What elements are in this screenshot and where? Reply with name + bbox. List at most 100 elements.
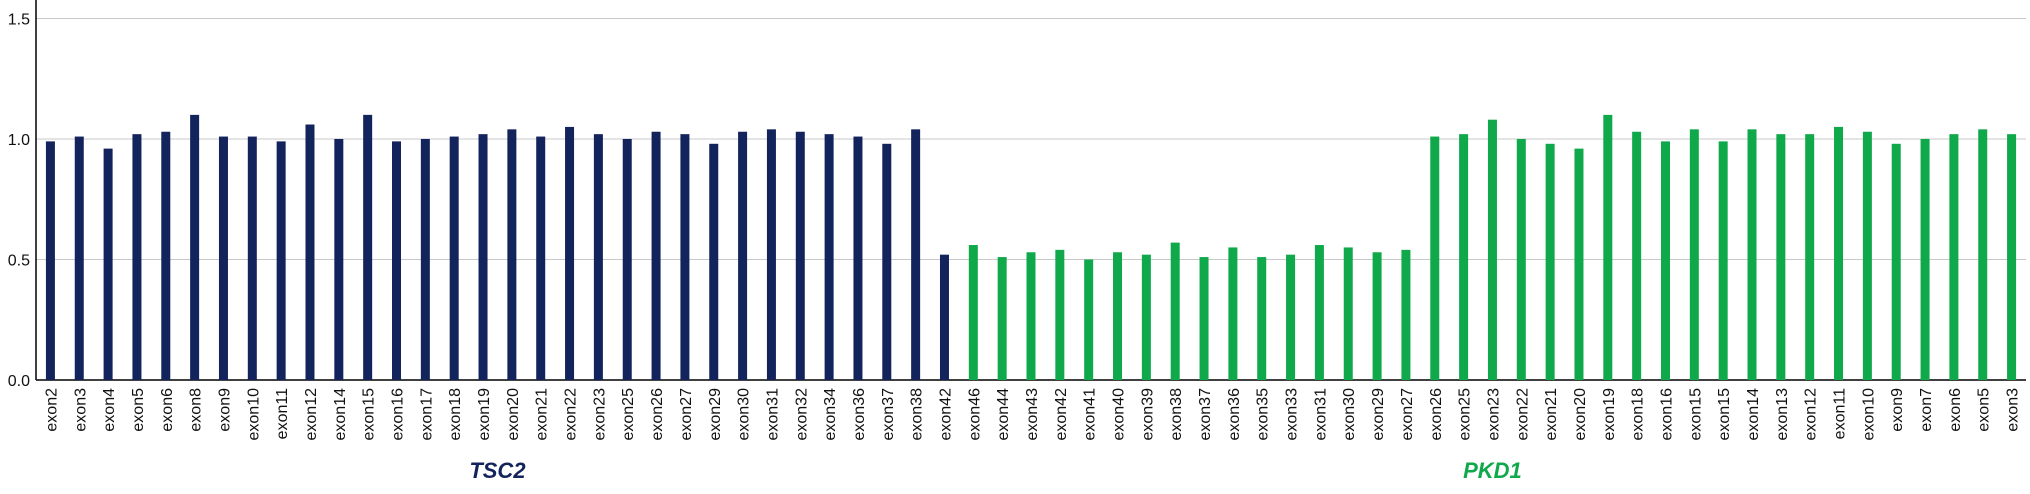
x-tick-label: exon5 — [1976, 388, 1993, 432]
x-tick-label: exon18 — [447, 388, 464, 441]
x-tick-label: exon23 — [591, 388, 608, 441]
x-tick-label: exon25 — [1457, 388, 1474, 441]
bar — [709, 143, 719, 380]
bar — [74, 136, 84, 380]
bar — [1026, 252, 1036, 380]
bar — [1113, 252, 1123, 380]
bar — [363, 114, 373, 380]
bar — [1949, 134, 1959, 380]
bar — [1372, 252, 1382, 380]
bar — [1487, 119, 1497, 380]
x-tick-label: exon2 — [43, 388, 60, 432]
bar — [1834, 126, 1844, 380]
bar — [1343, 247, 1353, 380]
bar — [1545, 143, 1555, 380]
x-tick-label: exon27 — [678, 388, 695, 441]
x-tick-label: exon13 — [1774, 388, 1791, 441]
bar — [1660, 141, 1670, 380]
x-tick-label: exon31 — [764, 388, 781, 441]
x-tick-label: exon10 — [245, 388, 262, 441]
x-tick-label: exon36 — [1226, 388, 1243, 441]
group-label: TSC2 — [469, 458, 526, 483]
group-label: PKD1 — [1463, 458, 1522, 483]
bar — [766, 129, 776, 380]
x-tick-label: exon12 — [303, 388, 320, 441]
bar — [2007, 134, 2017, 380]
bar — [593, 134, 603, 380]
bar — [247, 136, 257, 380]
x-tick-label: exon37 — [880, 388, 897, 441]
bar — [1257, 257, 1267, 380]
x-tick-label: exon35 — [1255, 388, 1272, 441]
bar — [1747, 129, 1757, 380]
x-tick-label: exon25 — [620, 388, 637, 441]
bar — [1632, 131, 1642, 380]
y-tick-label: 1.0 — [8, 132, 30, 149]
x-tick-label: exon19 — [1601, 388, 1618, 441]
bar — [680, 134, 690, 380]
x-tick-label: exon10 — [1860, 388, 1877, 441]
bar — [103, 148, 113, 380]
bar — [1055, 249, 1065, 380]
bar — [1170, 242, 1180, 380]
bar — [1603, 114, 1613, 380]
bar — [795, 131, 805, 380]
x-tick-label: exon6 — [1947, 388, 1964, 432]
bar — [305, 124, 315, 380]
bar — [911, 129, 921, 380]
bar — [1430, 136, 1440, 380]
x-tick-label: exon17 — [418, 388, 435, 441]
bar — [997, 257, 1007, 380]
x-tick-label: exon9 — [1889, 388, 1906, 432]
bar — [1286, 254, 1296, 380]
x-tick-label: exon42 — [1053, 388, 1070, 441]
x-tick-label: exon38 — [909, 388, 926, 441]
bar — [449, 136, 459, 380]
bar — [334, 138, 344, 380]
bar — [882, 143, 892, 380]
bar — [1084, 259, 1094, 380]
bar — [1228, 247, 1238, 380]
bar — [1805, 134, 1815, 380]
x-tick-label: exon23 — [1485, 388, 1502, 441]
bar — [824, 134, 834, 380]
bar — [968, 245, 978, 380]
bar — [1718, 141, 1728, 380]
y-tick-label: 0.0 — [8, 373, 30, 390]
x-tick-label: exon37 — [1197, 388, 1214, 441]
x-tick-label: exon7 — [1918, 388, 1935, 432]
x-tick-label: exon11 — [274, 388, 291, 439]
x-tick-label: exon27 — [1399, 388, 1416, 441]
bar — [507, 129, 517, 380]
bar — [1689, 129, 1699, 380]
x-tick-label: exon44 — [995, 388, 1012, 441]
bar — [392, 141, 402, 380]
x-tick-label: exon30 — [736, 388, 753, 441]
x-tick-label: exon11 — [1832, 388, 1849, 439]
y-tick-label: 0.5 — [8, 252, 30, 269]
x-tick-label: exon15 — [1687, 388, 1704, 441]
bar — [651, 131, 661, 380]
bar — [1891, 143, 1901, 380]
bar — [1776, 134, 1786, 380]
x-tick-label: exon22 — [1514, 388, 1531, 441]
x-tick-label: exon22 — [563, 388, 580, 441]
bar — [1516, 138, 1526, 380]
x-tick-label: exon18 — [1630, 388, 1647, 441]
bar — [536, 136, 546, 380]
y-tick-label: 1.5 — [8, 11, 30, 28]
bar — [738, 131, 748, 380]
x-tick-label: exon19 — [476, 388, 493, 441]
x-tick-label: exon20 — [505, 388, 522, 441]
x-tick-label: exon26 — [649, 388, 666, 441]
x-tick-label: exon20 — [1572, 388, 1589, 441]
x-tick-label: exon43 — [1024, 388, 1041, 441]
bar — [132, 134, 142, 380]
bar — [420, 138, 430, 380]
x-tick-label: exon3 — [72, 388, 89, 432]
x-tick-label: exon21 — [1543, 388, 1560, 441]
x-tick-label: exon29 — [1370, 388, 1387, 441]
bar — [1920, 138, 1930, 380]
x-tick-label: exon6 — [159, 388, 176, 432]
